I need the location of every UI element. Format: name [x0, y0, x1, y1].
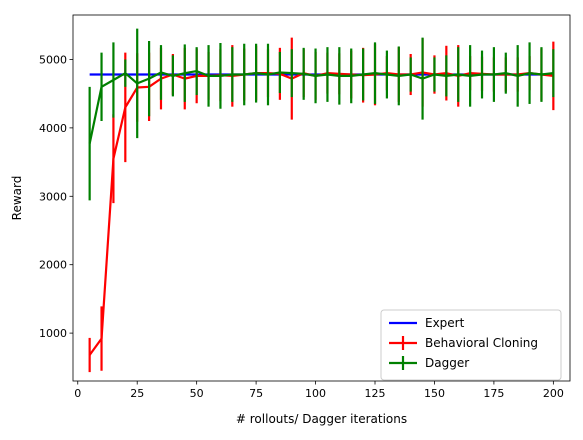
- y-tick-label: 4000: [39, 122, 67, 135]
- series-line: [88, 69, 554, 144]
- legend-label: Expert: [425, 316, 465, 330]
- x-tick-label: 150: [424, 387, 445, 400]
- legend-label: Dagger: [425, 356, 469, 370]
- x-tick-label: 175: [483, 387, 504, 400]
- series-layer: [88, 28, 555, 373]
- x-axis-label: # rollouts/ Dagger iterations: [236, 412, 407, 426]
- plot-frame: [72, 14, 571, 382]
- x-tick-label: 50: [190, 387, 204, 400]
- y-axis: 1000 2000 3000 4000 5000: [39, 53, 73, 340]
- legend-box: [380, 309, 562, 381]
- legend: Expert Behavioral Cloning Dagger: [380, 309, 562, 381]
- x-tick-label: 25: [130, 387, 144, 400]
- legend-item-behavioral-cloning: Behavioral Cloning: [389, 336, 538, 350]
- x-tick-label: 200: [543, 387, 564, 400]
- y-tick-label: 1000: [39, 327, 67, 340]
- legend-item-dagger: Dagger: [389, 356, 469, 370]
- legend-item-expert: Expert: [389, 316, 465, 330]
- x-tick-label: 75: [249, 387, 263, 400]
- x-axis: 0 25 50 75 100 125 150 175 200: [74, 381, 564, 400]
- y-tick-label: 2000: [39, 259, 67, 272]
- x-tick-label: 100: [305, 387, 326, 400]
- y-tick-label: 3000: [39, 190, 67, 203]
- series-dagger: [88, 28, 555, 201]
- y-tick-label: 5000: [39, 53, 67, 66]
- legend-label: Behavioral Cloning: [425, 336, 538, 350]
- x-tick-label: 0: [74, 387, 81, 400]
- x-tick-label: 125: [365, 387, 386, 400]
- y-axis-label: Reward: [10, 176, 24, 221]
